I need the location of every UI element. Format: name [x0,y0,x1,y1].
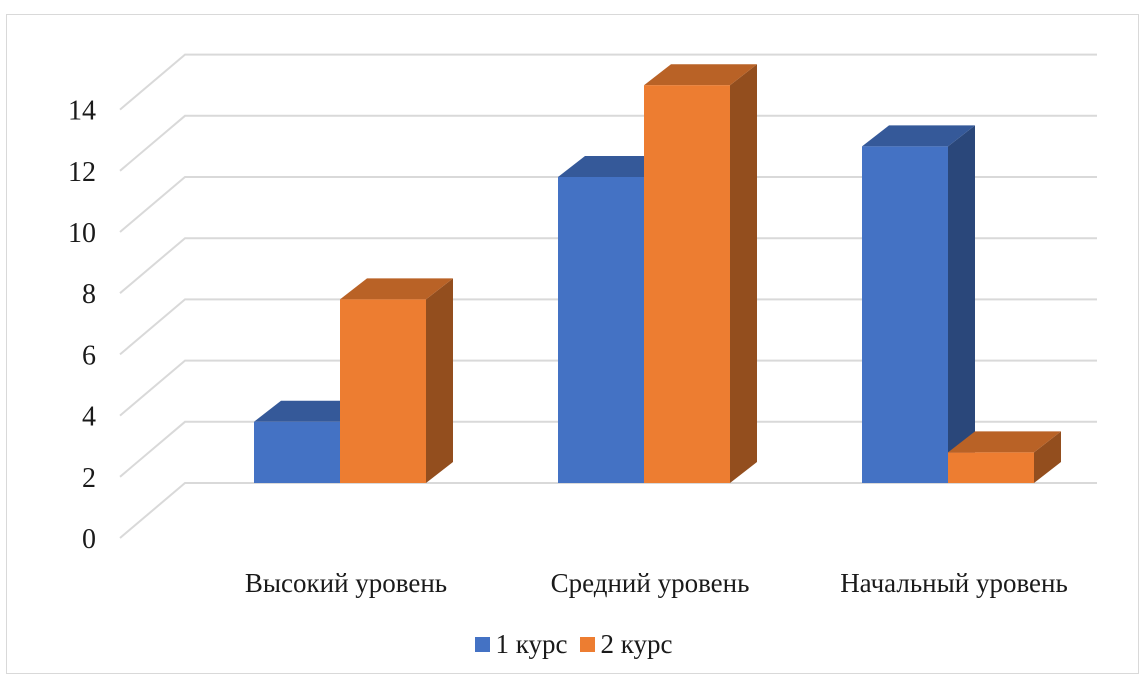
gridline [119,420,1097,478]
bar-2-2 [644,64,757,483]
y-tick-label: 6 [82,340,96,371]
gridline [119,176,1097,233]
legend-item-series-1: 1 курс [474,628,568,660]
gridline [119,298,1097,356]
gridline [119,359,1097,417]
y-tick-label: 14 [68,96,96,127]
gridline [119,114,1097,172]
gridlines [119,53,1097,539]
y-tick-label: 12 [68,157,96,188]
gridline [119,482,1097,539]
legend-label-series-2: 2 курс [600,628,673,659]
y-axis-ticks: 0 2 4 6 8 10 12 14 [68,96,96,555]
bars [254,64,1061,484]
gridline [119,53,1097,111]
x-category-label: Высокий уровень [245,568,447,598]
y-tick-label: 2 [82,463,96,494]
legend-swatch-series-2 [579,636,595,652]
x-category-label: Начальный уровень [840,568,1068,598]
x-axis-categories: Высокий уровень Средний уровень Начальный … [245,568,1068,598]
gridline [119,237,1097,294]
legend-swatch-series-1 [474,636,490,652]
bar-1-3 [862,125,975,484]
bar-chart: 0 2 4 6 8 10 12 14 Высокий уровень Средний урове… [68,53,1097,598]
legend: 1 курс 2 курс [0,624,1147,664]
legend-label-series-1: 1 курс [495,628,568,659]
bar-2-3 [948,431,1061,483]
bar-2-1 [340,278,453,483]
y-tick-label: 4 [82,402,96,433]
x-category-label: Средний уровень [551,568,750,598]
y-tick-label: 10 [68,218,96,249]
y-tick-label: 8 [82,279,96,310]
y-tick-label: 0 [82,524,96,555]
legend-item-series-2: 2 курс [579,628,673,660]
